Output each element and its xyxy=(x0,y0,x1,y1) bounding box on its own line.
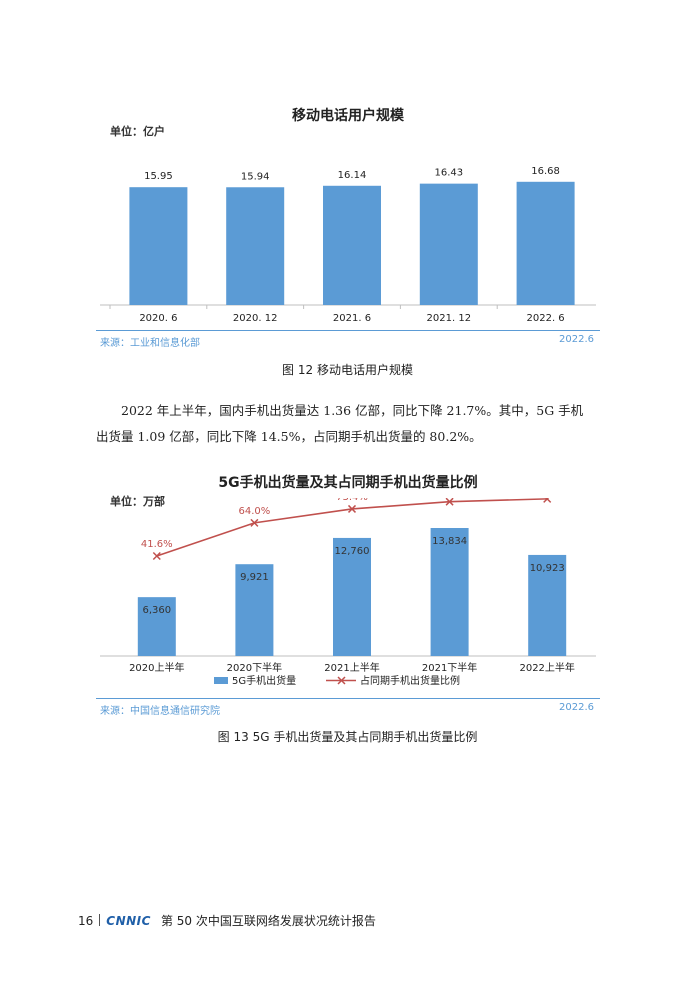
figure-12-unit-label: 单位：亿户 xyxy=(110,125,165,138)
bar-5g-4 xyxy=(430,528,469,656)
paragraph-line-2: 出货量 1.09 亿部，同比下降 14.5%，占同期手机出货量的 80.2%。 xyxy=(96,429,482,444)
figure-13: 5G手机出货量及其占同期手机出货量比例 单位：万部 6,360 2020上半年 9,… xyxy=(96,468,600,718)
bar-5g-2 xyxy=(235,564,274,656)
paragraph-line-1: 2022 年上半年，国内手机出货量达 1.36 亿部，同比下降 21.7%。其中… xyxy=(121,403,584,418)
bar-5g-3 xyxy=(333,537,371,656)
page-footer: 16 CNNIC 第 50 次中国互联网络发展状况统计报告 xyxy=(78,912,376,929)
x-tick-label-5: 2022. 6 xyxy=(527,313,565,324)
figure-12-year: 2022.6 xyxy=(559,334,594,345)
legend-bar-label: 5G手机出货量 xyxy=(232,674,296,687)
figure-12-source-bar: 来源：工业和信息化部 2022.6 xyxy=(96,330,600,351)
x-tick-label-3: 2021. 6 xyxy=(333,313,371,324)
figure-13-year: 2022.6 xyxy=(559,702,594,713)
legend-bar-swatch xyxy=(214,677,228,684)
share-marker-4 xyxy=(445,498,454,506)
legend-line-marker xyxy=(337,676,346,685)
bar-5g-1 xyxy=(137,597,176,656)
figure-13-combo-chart: 6,360 2020上半年 9,921 2020下半年 12,760 2021上半年 13,… xyxy=(100,498,596,687)
figure-12: 移动电话用户规模 单位：亿户 15.95 2020. 6 15.94 2020. 12… xyxy=(96,95,600,355)
bar-4 xyxy=(419,183,478,305)
figure-12-chart-title: 移动电话用户规模 xyxy=(292,108,404,124)
bar-1 xyxy=(129,187,188,305)
bar-value-label-2: 9,921 xyxy=(240,572,269,583)
legend-line-label: 占同期手机出货量比例 xyxy=(360,674,460,687)
bar-value-label-1: 15.95 xyxy=(144,171,173,182)
bar-value-label-5: 16.68 xyxy=(531,166,560,177)
share-value-label-1: 41.6% xyxy=(141,539,173,550)
x-tick-label-1: 2020. 6 xyxy=(139,313,177,324)
x-tick-label-3: 2021上半年 xyxy=(324,661,379,674)
figure-13-chart-title: 5G手机出货量及其占同期手机出货量比例 xyxy=(218,475,478,491)
figure-13-caption: 图 13 5G 手机出货量及其占同期手机出货量比例 xyxy=(217,730,478,744)
bar-value-label-3: 12,760 xyxy=(335,546,370,557)
bar-5 xyxy=(516,181,575,305)
bar-value-label-1: 6,360 xyxy=(142,605,171,616)
footer-divider xyxy=(99,914,101,926)
bar-2 xyxy=(226,187,285,305)
bar-value-label-4: 13,834 xyxy=(432,536,467,547)
cnnic-logo: CNNIC xyxy=(106,914,151,928)
bar-value-label-5: 10,923 xyxy=(530,563,565,574)
bar-value-label-2: 15.94 xyxy=(241,171,270,182)
x-tick-label-5: 2022上半年 xyxy=(519,661,574,674)
bar-value-label-4: 16.43 xyxy=(434,168,463,179)
page-number: 16 xyxy=(78,914,94,928)
figure-12-source: 来源：工业和信息化部 xyxy=(100,338,200,349)
bar-5g-5 xyxy=(528,554,567,656)
x-tick-label-4: 2021. 12 xyxy=(427,313,472,324)
figure-13-source-bar: 来源：中国信息通信研究院 2022.6 xyxy=(96,698,600,719)
share-value-label-2: 64.0% xyxy=(239,506,271,517)
bar-3 xyxy=(323,185,381,305)
x-tick-label-2: 2020. 12 xyxy=(233,313,278,324)
bar-value-label-3: 16.14 xyxy=(338,170,367,181)
figure-12-bar-chart: 15.95 2020. 6 15.94 2020. 12 16.14 2021. 6 16.… xyxy=(100,166,596,324)
share-marker-3 xyxy=(347,504,357,513)
x-tick-label-4: 2021下半年 xyxy=(422,661,477,674)
body-paragraph: 2022 年上半年，国内手机出货量达 1.36 亿部，同比下降 21.7%。其中… xyxy=(96,398,600,450)
figure-12-caption: 图 12 移动电话用户规模 xyxy=(282,363,413,377)
share-marker-1 xyxy=(152,551,161,561)
x-tick-label-1: 2020上半年 xyxy=(129,661,184,674)
report-title: 第 50 次中国互联网络发展状况统计报告 xyxy=(160,914,376,928)
share-value-label-3: 73.4% xyxy=(336,498,368,503)
share-marker-2 xyxy=(250,518,259,527)
figure-13-unit-label: 单位：万部 xyxy=(110,495,165,508)
share-marker-5 xyxy=(543,498,552,503)
figure-13-source: 来源：中国信息通信研究院 xyxy=(100,706,220,717)
x-tick-label-2: 2020下半年 xyxy=(227,661,282,674)
